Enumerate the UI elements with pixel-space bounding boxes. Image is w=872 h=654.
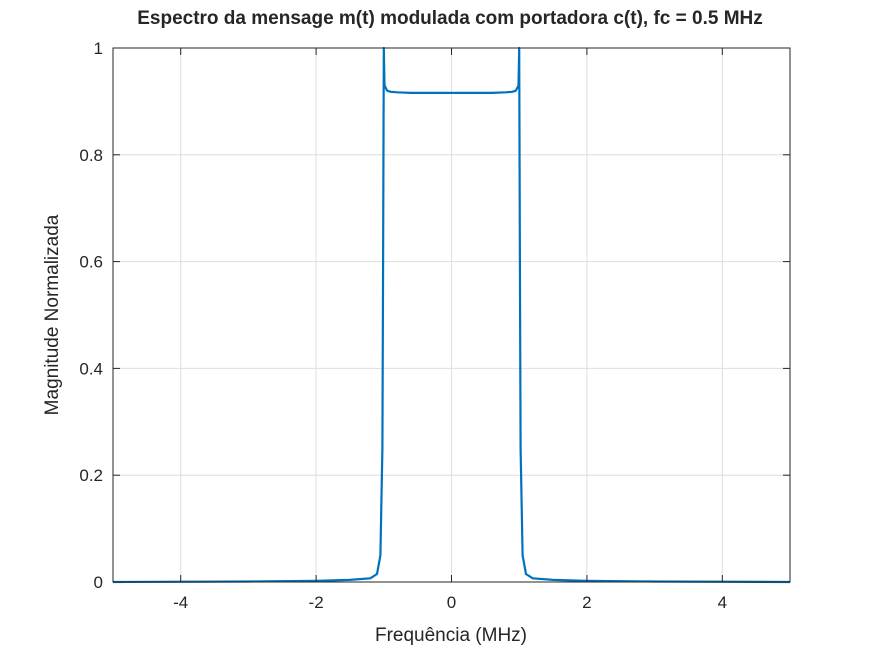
x-axis-label: Frequência (MHz) — [375, 625, 527, 646]
y-axis-ticks: 0 0.2 0.4 0.6 0.8 1 — [79, 39, 790, 592]
x-tick-label: -4 — [173, 593, 188, 612]
y-tick-label: 0.2 — [79, 466, 103, 485]
y-tick-label: 0.6 — [79, 253, 103, 272]
y-axis-label: Magnitude Normalizada — [42, 214, 63, 415]
series-group — [112, 46, 791, 584]
x-axis-ticks: -4 -2 0 2 4 — [173, 48, 727, 612]
spectrum-line — [112, 46, 791, 584]
chart-title: Espectro da mensage m(t) modulada com po… — [137, 8, 763, 29]
x-tick-label: -2 — [309, 593, 324, 612]
y-tick-label: 1 — [94, 39, 103, 58]
y-tick-label: 0.4 — [79, 359, 103, 378]
y-tick-label: 0.8 — [79, 146, 103, 165]
y-tick-label: 0 — [94, 573, 103, 592]
x-tick-label: 2 — [582, 593, 591, 612]
x-tick-label: 4 — [718, 593, 727, 612]
x-tick-label: 0 — [447, 593, 456, 612]
grid — [113, 48, 790, 582]
